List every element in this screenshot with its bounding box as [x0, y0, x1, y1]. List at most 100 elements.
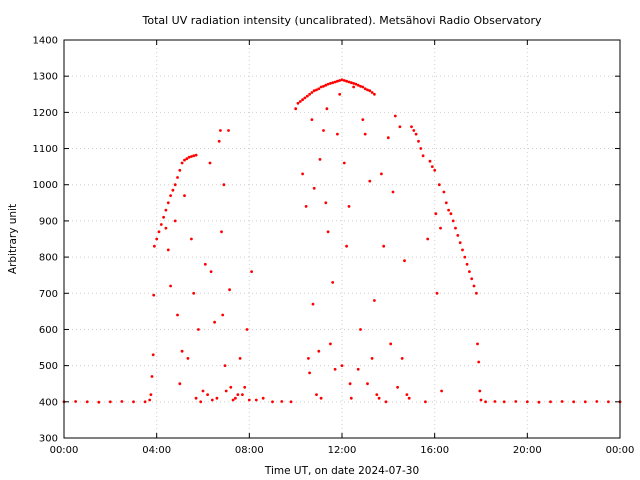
x-tick-label: 08:00 — [235, 445, 264, 456]
data-point — [348, 382, 352, 386]
data-point — [463, 255, 467, 259]
data-point — [229, 385, 233, 389]
data-point — [393, 114, 397, 118]
data-point — [370, 91, 374, 94]
x-tick-label: 12:00 — [328, 445, 357, 456]
data-point — [231, 398, 235, 402]
data-point — [419, 147, 423, 150]
data-point — [307, 357, 310, 360]
data-point — [400, 357, 404, 360]
data-point — [368, 179, 372, 183]
data-point — [176, 313, 179, 317]
data-point — [472, 284, 476, 288]
y-tick-label: 1300 — [33, 72, 58, 83]
data-point — [176, 176, 179, 179]
data-point — [370, 357, 374, 360]
data-point — [583, 400, 587, 404]
data-point — [359, 328, 362, 331]
data-point — [308, 92, 311, 96]
data-point — [354, 82, 358, 86]
data-point — [329, 342, 332, 346]
data-point — [356, 83, 360, 87]
data-point — [361, 118, 365, 121]
data-point — [319, 85, 323, 89]
y-axis-label: Arbitrary unit — [7, 204, 19, 274]
data-point — [454, 226, 457, 230]
data-point — [318, 158, 322, 161]
data-point — [180, 349, 184, 353]
data-point — [477, 360, 481, 364]
data-point — [363, 87, 367, 91]
data-point — [549, 400, 552, 404]
data-point — [352, 82, 355, 85]
data-point — [324, 201, 328, 205]
data-point — [169, 284, 173, 288]
data-point — [247, 398, 251, 402]
data-point — [164, 208, 168, 212]
data-point — [417, 139, 420, 143]
data-point — [386, 136, 390, 140]
y-tick-label: 900 — [39, 216, 58, 227]
data-point — [476, 342, 479, 346]
x-tick-label: 04:00 — [142, 445, 171, 456]
data-point — [223, 364, 227, 367]
data-point — [308, 371, 311, 375]
data-point — [296, 101, 300, 105]
x-tick-label: 00:00 — [50, 445, 79, 456]
data-point — [243, 385, 247, 389]
data-point — [345, 79, 348, 83]
data-point — [352, 85, 355, 89]
data-point — [449, 212, 453, 216]
data-point — [384, 400, 388, 404]
data-point — [349, 396, 353, 400]
data-point — [236, 393, 240, 396]
data-point — [220, 230, 223, 234]
y-tick-label: 1400 — [33, 36, 58, 47]
data-point — [315, 393, 318, 396]
x-tick-label: 16:00 — [420, 445, 449, 456]
plot-frame — [63, 39, 621, 439]
data-point — [215, 396, 219, 400]
data-point — [336, 132, 339, 136]
data-point — [451, 219, 455, 223]
data-point — [329, 82, 332, 85]
data-point — [439, 226, 442, 230]
data-point — [219, 129, 222, 132]
data-point — [359, 84, 362, 88]
data-point — [234, 396, 237, 400]
data-point — [444, 201, 448, 205]
data-point — [336, 79, 339, 83]
data-point — [190, 237, 193, 241]
data-point — [412, 129, 416, 132]
data-point — [312, 186, 316, 190]
data-point — [298, 100, 302, 103]
data-point — [435, 291, 439, 295]
chart-title: Total UV radiation intensity (uncalibrat… — [142, 14, 542, 27]
data-point — [322, 84, 325, 88]
data-point — [301, 172, 304, 176]
data-point — [389, 342, 393, 346]
data-point — [442, 190, 446, 194]
y-tick-label: 500 — [39, 361, 58, 372]
data-point — [342, 79, 346, 82]
data-point — [166, 248, 170, 252]
data-point — [363, 132, 367, 136]
data-point — [206, 393, 210, 396]
y-tick-label: 1000 — [33, 180, 58, 191]
data-point — [305, 94, 309, 98]
data-point — [152, 293, 156, 297]
data-point — [199, 400, 203, 404]
data-point — [396, 385, 399, 389]
data-point — [461, 248, 464, 252]
data-point — [428, 159, 432, 163]
data-point — [456, 234, 460, 237]
x-tick-label: 20:00 — [513, 445, 542, 456]
data-point — [479, 398, 483, 402]
data-point — [166, 201, 170, 205]
data-point — [250, 270, 254, 273]
data-point — [333, 80, 337, 84]
data-point — [238, 357, 242, 360]
data-point — [424, 400, 427, 404]
data-point — [301, 98, 304, 102]
